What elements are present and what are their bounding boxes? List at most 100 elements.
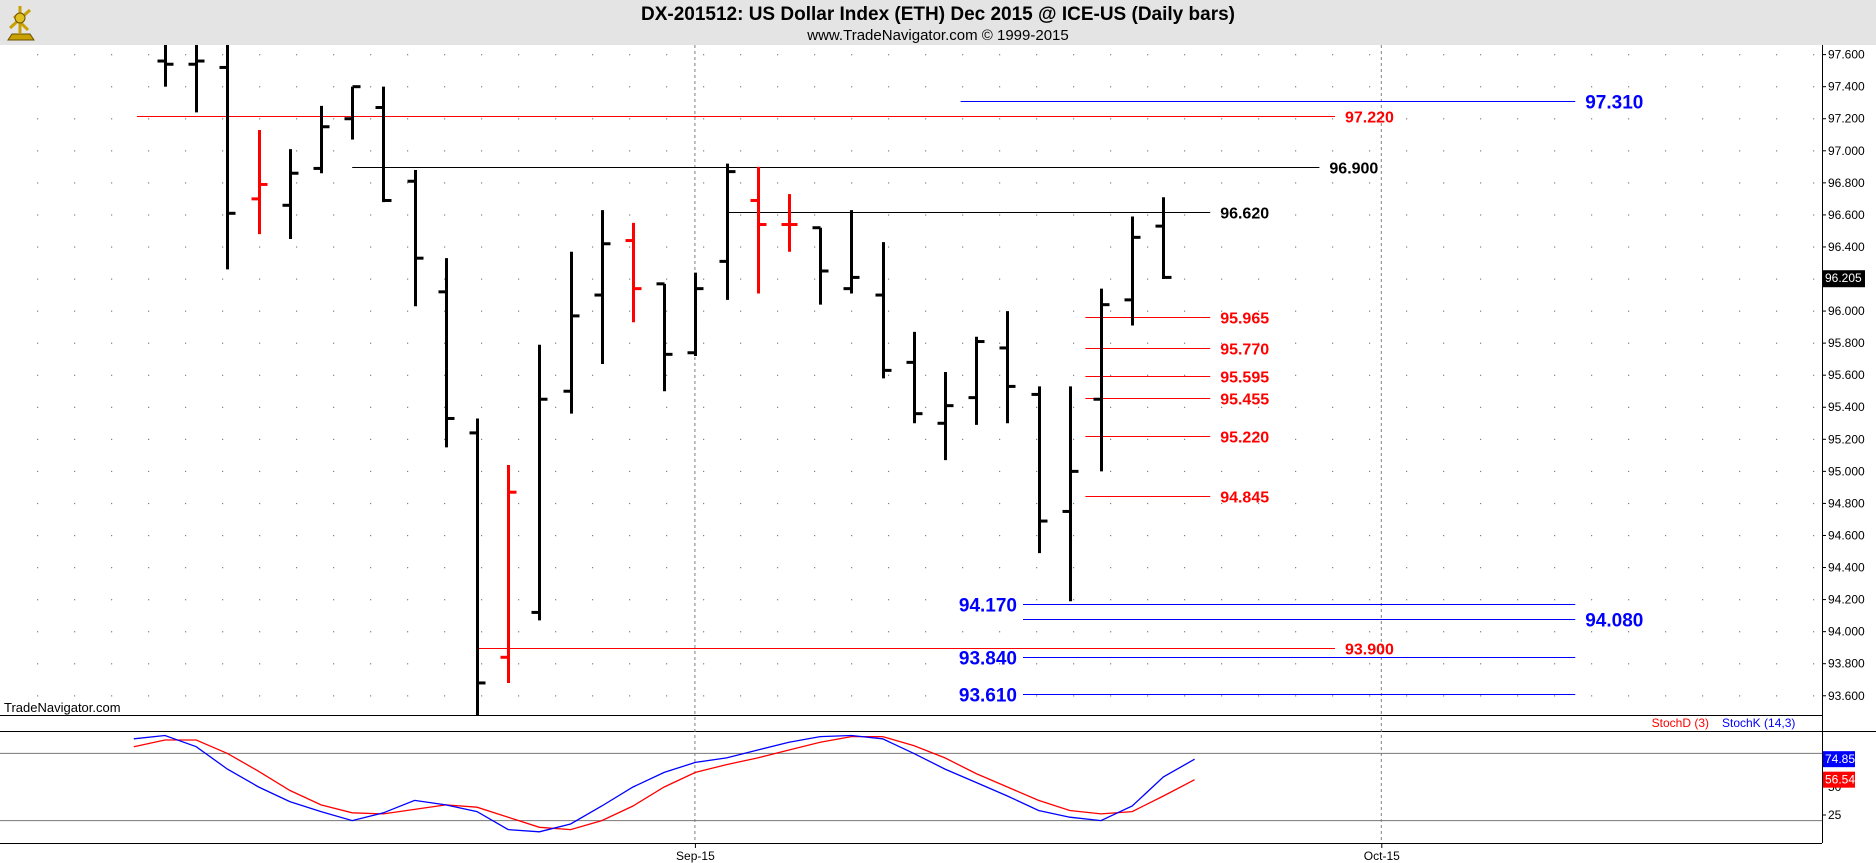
grid-dot [1628, 631, 1630, 633]
grid-dot [1739, 150, 1741, 152]
grid-dot [370, 150, 372, 152]
grid-dot [1147, 695, 1149, 697]
grid-dot [1332, 246, 1334, 248]
grid-dot [1554, 470, 1556, 473]
grid-dot [259, 86, 261, 88]
grid-dot [1628, 470, 1630, 473]
grid-dot [1443, 663, 1445, 665]
grid-dot [148, 342, 150, 344]
grid-dot [1147, 534, 1149, 537]
grid-dot [518, 118, 520, 120]
grid-dot [296, 374, 298, 376]
grid-dot [296, 150, 298, 152]
grid-dot [814, 86, 816, 88]
grid-dot [629, 214, 631, 216]
grid-dot [296, 438, 298, 441]
grid-dot [74, 342, 76, 344]
grid-dot [629, 54, 631, 56]
grid-dot [148, 182, 150, 184]
grid-dot [888, 663, 890, 665]
grid-dot [1517, 54, 1519, 56]
grid-dot [777, 502, 779, 505]
grid-dot [1332, 118, 1334, 120]
grid-dot [851, 695, 853, 697]
grid-dot [925, 470, 927, 473]
grid-dot [1406, 599, 1408, 601]
grid-dot [1184, 631, 1186, 633]
ohlc-bar [407, 170, 424, 307]
grid-dot [1036, 599, 1038, 601]
grid-dot [1628, 534, 1630, 537]
grid-dot [1813, 86, 1815, 88]
grid-dot [37, 406, 39, 408]
grid-dot [703, 182, 705, 184]
grid-dot [74, 695, 76, 697]
grid-dot [481, 534, 483, 537]
grid-dot [1221, 438, 1223, 441]
grid-dot [814, 310, 816, 312]
grid-dot [407, 502, 409, 505]
grid-dot [1480, 182, 1482, 184]
grid-dot [74, 374, 76, 376]
grid-dot [1332, 567, 1334, 569]
grid-dot [1295, 470, 1297, 473]
grid-dot [370, 214, 372, 216]
grid-dot [370, 54, 372, 56]
grid-dot [407, 54, 409, 56]
grid-dot [1813, 470, 1815, 473]
grid-dot [296, 118, 298, 120]
grid-dot [1184, 502, 1186, 505]
grid-dot [111, 278, 113, 280]
grid-dot [185, 214, 187, 216]
grid-dot [1813, 406, 1815, 408]
grid-dot [518, 631, 520, 633]
grid-dot [1480, 86, 1482, 88]
grid-dot [370, 599, 372, 601]
grid-dot [1702, 86, 1704, 88]
grid-dot [333, 342, 335, 344]
grid-dot [1443, 695, 1445, 697]
grid-dot [851, 406, 853, 408]
grid-dot [814, 246, 816, 248]
grid-dot [1554, 86, 1556, 88]
grid-dot [1295, 631, 1297, 633]
grid-dot [370, 342, 372, 344]
grid-dot [1332, 214, 1334, 216]
grid-dot [1628, 214, 1630, 216]
stoch-d-line [133, 735, 1195, 831]
grid-dot [444, 438, 446, 441]
grid-dot [1295, 278, 1297, 280]
grid-dot [592, 86, 594, 88]
grid-dot [1369, 342, 1371, 344]
grid-dot [370, 246, 372, 248]
grid-dot [1776, 502, 1778, 505]
grid-dot [1813, 278, 1815, 280]
grid-dot [259, 118, 261, 120]
grid-dot [777, 695, 779, 697]
grid-dot [740, 502, 742, 505]
ohlc-bar [1062, 386, 1079, 602]
grid-dot [1332, 86, 1334, 88]
grid-dot [851, 54, 853, 56]
grid-dot [481, 470, 483, 473]
grid-dot [296, 567, 298, 569]
grid-dot [1036, 86, 1038, 88]
grid-dot [740, 342, 742, 344]
grid-dot [1406, 502, 1408, 505]
grid-dot [185, 631, 187, 633]
grid-dot [555, 406, 557, 408]
price-tick-label: 97.400 [1828, 80, 1865, 94]
grid-dot [1221, 182, 1223, 184]
grid-dot [925, 150, 927, 152]
grid-dot [222, 310, 224, 312]
grid-dot [1443, 438, 1445, 441]
grid-dot [111, 54, 113, 56]
grid-dot [1184, 86, 1186, 88]
grid-dot [1073, 406, 1075, 408]
grid-dot [1554, 246, 1556, 248]
grid-dot [1813, 182, 1815, 184]
grid-dot [1110, 86, 1112, 88]
grid-dot [592, 54, 594, 56]
grid-dot [1147, 502, 1149, 505]
